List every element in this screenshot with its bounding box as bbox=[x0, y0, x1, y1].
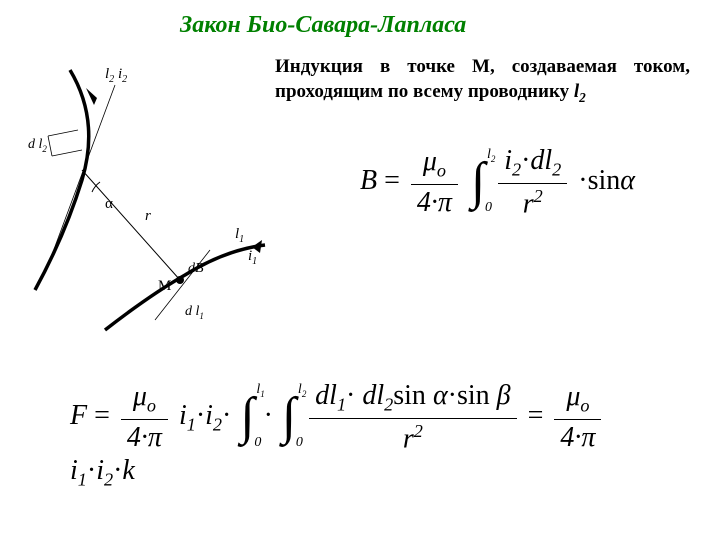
f2-k: k bbox=[122, 455, 134, 486]
f2-i2: i bbox=[205, 400, 213, 431]
f1-musub: o bbox=[437, 161, 446, 181]
f1-lhs: B bbox=[360, 165, 377, 196]
label-M: M bbox=[158, 278, 171, 294]
f2-dl2s: 2 bbox=[384, 395, 393, 415]
f2-i2sub: 2 bbox=[213, 414, 222, 434]
f2-alpha: α bbox=[433, 380, 448, 411]
f1-isub: 2 bbox=[512, 160, 521, 180]
arrow-i2 bbox=[86, 88, 97, 105]
f2-mu-frac2: μo 4·π bbox=[554, 381, 601, 454]
f2-ub1s: 1 bbox=[260, 389, 265, 399]
f2-i2b: i bbox=[96, 455, 104, 486]
label-l1: l1 bbox=[235, 226, 244, 245]
f2-4pi1: 4·π bbox=[121, 420, 168, 454]
f1-dlsub: 2 bbox=[552, 160, 561, 180]
f2-lhs: F bbox=[70, 400, 87, 431]
wire-l2 bbox=[35, 70, 89, 290]
point-M bbox=[176, 276, 184, 284]
f1-dl: dl bbox=[530, 145, 552, 176]
f1-eq: = bbox=[384, 165, 407, 196]
f2-eq1: = bbox=[94, 400, 117, 431]
f2-dl1: dl bbox=[315, 380, 337, 411]
slide-title: Закон Био-Савара-Лапласа bbox=[180, 12, 466, 39]
tangent-line bbox=[50, 85, 115, 260]
arrow-i1 bbox=[252, 240, 262, 253]
f2-rsup: 2 bbox=[414, 421, 423, 441]
label-r: r bbox=[145, 208, 151, 224]
dl2-bot bbox=[52, 150, 82, 156]
f2-int1: l1 ∫ 0 bbox=[240, 394, 254, 441]
f2-r: r bbox=[403, 423, 414, 454]
f2-sin2: sin bbox=[457, 380, 490, 411]
description-text: Индукция в точке М, создаваемая током, п… bbox=[275, 55, 690, 106]
label-l2: l2 bbox=[105, 66, 114, 85]
f2-4pi2: 4·π bbox=[554, 420, 601, 454]
f2-lb2: 0 bbox=[296, 435, 303, 451]
f2-ub2s: 2 bbox=[302, 389, 307, 399]
label-dl1: d l1 bbox=[185, 304, 204, 321]
desc-sub: 2 bbox=[579, 89, 586, 104]
label-i1: i1 bbox=[248, 248, 257, 267]
dl2-top bbox=[48, 130, 78, 136]
f1-main-frac: i2·dl2 r2 bbox=[498, 145, 567, 220]
f2-int2: l2 ∫ 0 bbox=[282, 394, 296, 441]
physics-diagram: l2 i2 d l2 α r l1 i1 dB M d l1 bbox=[10, 60, 270, 340]
diagram-svg: l2 i2 d l2 α r l1 i1 dB M d l1 bbox=[10, 60, 270, 340]
f1-4pi: 4·π bbox=[411, 185, 458, 219]
f1-lb: 0 bbox=[485, 200, 492, 216]
f2-main-frac: dl1· dl2sin α·sin β r2 bbox=[309, 380, 516, 455]
f2-i2bsub: 2 bbox=[104, 470, 113, 490]
f1-mu: μ bbox=[423, 146, 437, 177]
f1-alpha: α bbox=[620, 165, 635, 196]
f2-i1bsub: 1 bbox=[78, 470, 87, 490]
f2-i1sub: 1 bbox=[187, 414, 196, 434]
f2-mu-frac1: μo 4·π bbox=[121, 381, 168, 454]
f1-i: i bbox=[504, 145, 512, 176]
desc-text: Индукция в точке М, создаваемая током, п… bbox=[275, 56, 690, 102]
f2-musub1: o bbox=[147, 396, 156, 416]
f2-beta: β bbox=[497, 380, 511, 411]
formula-B: B = μo 4·π l2 ∫ 0 i2·dl2 r2 ·sinα bbox=[360, 145, 660, 220]
f2-musub2: o bbox=[580, 396, 589, 416]
f2-mu2: μ bbox=[566, 381, 580, 412]
f1-integral: l2 ∫ 0 bbox=[471, 159, 485, 206]
f2-i1: i bbox=[179, 400, 187, 431]
f1-mu-frac: μo 4·π bbox=[411, 146, 458, 219]
f2-i1b: i bbox=[70, 455, 78, 486]
f2-dl2: dl bbox=[362, 380, 384, 411]
f1-sin: sin bbox=[588, 165, 621, 196]
label-dl2: d l2 bbox=[28, 137, 47, 154]
f2-dl1s: 1 bbox=[337, 395, 346, 415]
label-alpha: α bbox=[105, 196, 113, 212]
f2-lb1: 0 bbox=[254, 435, 261, 451]
f1-ub-sub: 2 bbox=[491, 154, 496, 164]
alpha-arc bbox=[92, 182, 100, 192]
label-dB: dB bbox=[188, 261, 204, 276]
f2-sin1: sin bbox=[393, 380, 426, 411]
f1-r: r bbox=[523, 188, 534, 219]
f1-rsup: 2 bbox=[534, 186, 543, 206]
f2-mu1: μ bbox=[133, 381, 147, 412]
f2-eq2: = bbox=[528, 400, 544, 431]
label-i2: i2 bbox=[118, 66, 127, 85]
formula-F: F = μo 4·π i1·i2· l1 ∫ 0 · l2 ∫ 0 dl1· d… bbox=[70, 380, 670, 491]
dl2-left bbox=[48, 136, 52, 156]
r-line bbox=[82, 170, 180, 280]
